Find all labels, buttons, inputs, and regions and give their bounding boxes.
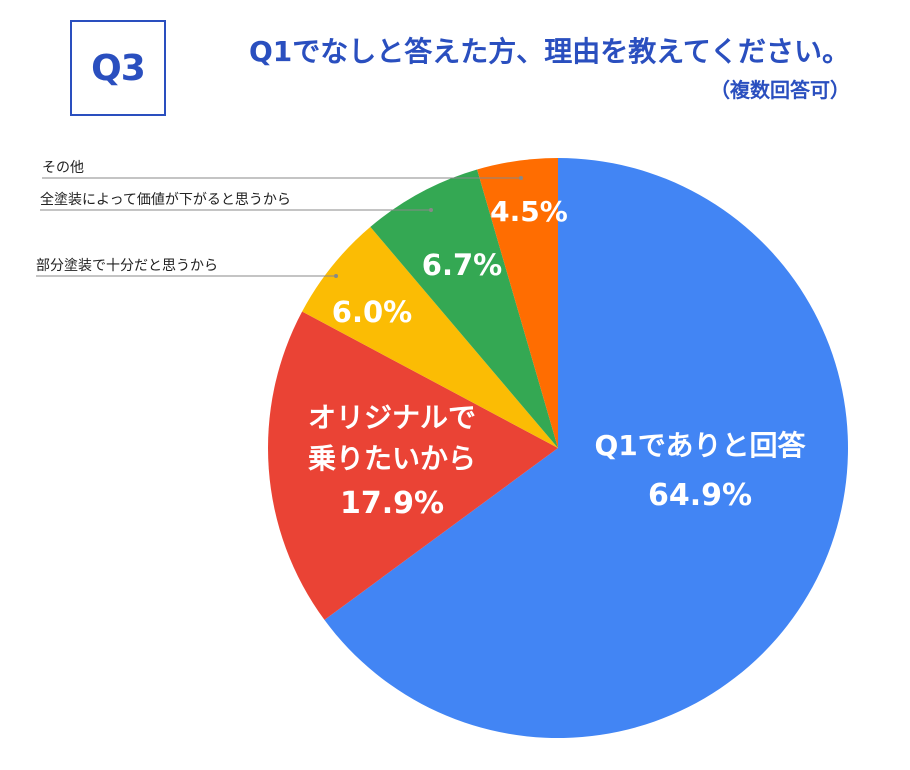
slice-category-label: 全塗装によって価値が下がると思うから bbox=[40, 191, 291, 208]
slice-label: Q1でありと回答 bbox=[594, 429, 806, 462]
slice-value-label: 64.9% bbox=[648, 478, 752, 513]
slice-value-label: 6.7% bbox=[422, 248, 502, 282]
chart-subtitle: （複数回答可） bbox=[710, 78, 850, 102]
pie-slice bbox=[302, 226, 558, 448]
chart-title: Q1でなしと答えた方、理由を教えてください。 bbox=[248, 35, 850, 68]
slice-label: オリジナルで bbox=[308, 401, 476, 434]
pie-slice bbox=[477, 158, 558, 448]
question-tag: Q3 bbox=[70, 20, 166, 116]
slice-category-label: 部分塗装で十分だと思うから bbox=[36, 257, 218, 274]
pie-slice bbox=[370, 169, 558, 448]
leader-dot bbox=[429, 208, 433, 212]
slice-label: 乗りたいから bbox=[308, 442, 476, 475]
pie-slice bbox=[324, 158, 849, 738]
pie-slice bbox=[268, 311, 558, 620]
slice-category-label: その他 bbox=[42, 160, 84, 176]
leader-dot bbox=[519, 176, 523, 180]
leader-dot bbox=[334, 274, 338, 278]
slice-value-label: 17.9% bbox=[340, 486, 444, 521]
slice-value-label: 6.0% bbox=[332, 295, 412, 329]
slice-value-label: 4.5% bbox=[490, 195, 568, 228]
